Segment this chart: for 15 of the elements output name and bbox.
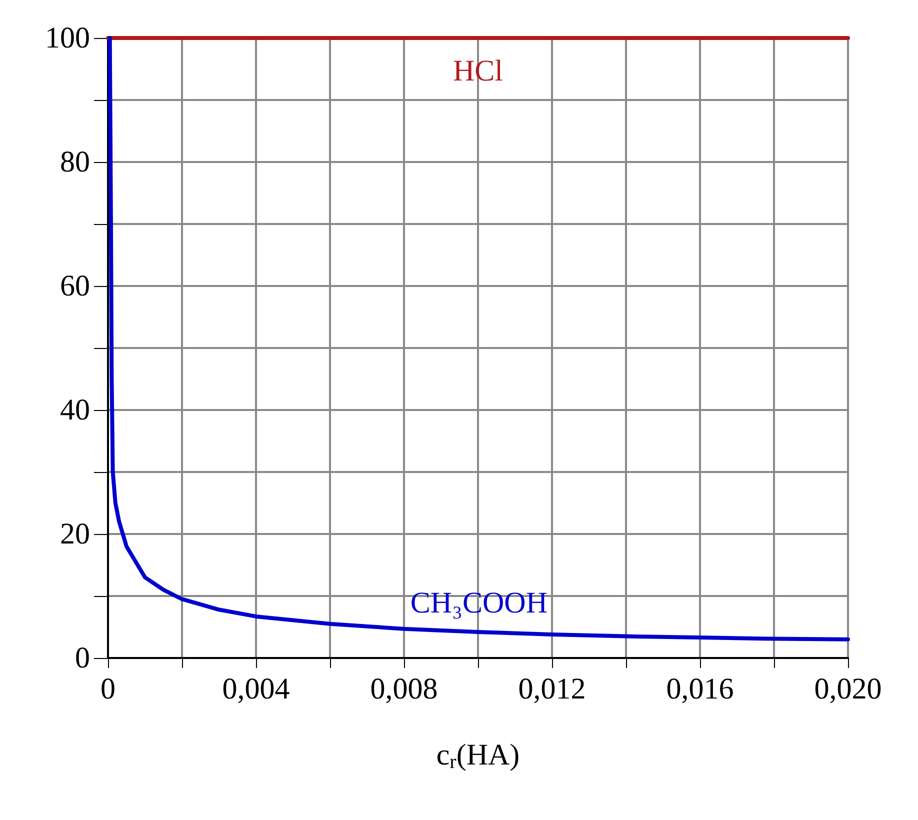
x-tick-label: 0 — [100, 672, 116, 706]
y-tick-label: 20 — [60, 518, 90, 550]
x-tick-label: 0,012 — [518, 672, 586, 706]
series-label: HCl — [452, 54, 504, 88]
y-tick-label: 40 — [60, 394, 90, 426]
y-tick-label: 60 — [60, 270, 90, 302]
x-tick-label: 0,008 — [370, 672, 438, 706]
y-tick-label: 80 — [60, 146, 90, 178]
x-tick-label: 0,004 — [222, 672, 290, 706]
series-label: CH₃COOH — [410, 586, 548, 620]
x-tick-label: 0,020 — [814, 672, 882, 706]
x-tick-label: 0,016 — [666, 672, 734, 706]
line-series — [108, 36, 850, 642]
y-tick-label: 0 — [75, 642, 90, 674]
y-tick-label: 100 — [45, 22, 90, 54]
